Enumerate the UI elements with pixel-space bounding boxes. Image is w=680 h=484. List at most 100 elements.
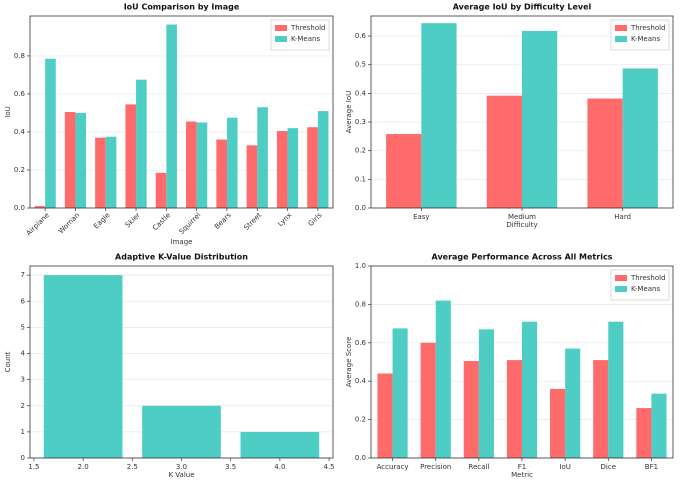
x-tick-label: BF1 [645, 463, 658, 471]
y-tick-label: 7 [21, 271, 25, 279]
plot-frame [370, 15, 674, 209]
y-tick-label: 0.2 [355, 147, 366, 155]
legend-label: K-Means [291, 35, 320, 43]
bar [136, 79, 147, 208]
bar [276, 131, 288, 208]
plot-frame [29, 265, 334, 459]
x-tick-label: Skier [124, 211, 142, 229]
bar [435, 300, 451, 458]
chart-title: Average IoU by Difficulty Level [453, 3, 592, 12]
bar [317, 111, 329, 208]
legend-label: K-Means [631, 285, 660, 293]
bar [377, 373, 393, 458]
x-axis-label: K Value [168, 471, 194, 479]
bar [651, 393, 667, 458]
x-tick-label: Lynx [276, 211, 293, 228]
x-tick-label: Easy [413, 213, 430, 221]
x-tick-label: 4.5 [323, 463, 334, 471]
x-tick-label: Hard [614, 213, 631, 221]
bar [478, 329, 494, 458]
bar [420, 342, 436, 458]
legend-swatch [615, 36, 627, 42]
x-axis-label: Image [171, 238, 193, 246]
y-tick-label: 0.0 [14, 204, 25, 212]
bar [142, 405, 221, 458]
y-tick-label: 0.0 [355, 204, 366, 212]
bar [246, 145, 258, 208]
legend-swatch [615, 286, 627, 292]
x-tick-label: 3.0 [176, 463, 187, 471]
x-tick-label: Recall [468, 463, 489, 471]
x-tick-label: Girls [307, 211, 324, 228]
y-tick-label: 5 [21, 323, 25, 331]
y-tick-label: 1.0 [355, 262, 366, 270]
bar [636, 408, 652, 458]
bar [34, 206, 46, 208]
bar [421, 23, 457, 208]
y-axis-label: Average IoU [345, 91, 353, 133]
bar [307, 127, 318, 208]
legend-swatch [615, 25, 627, 31]
bar [565, 348, 581, 458]
chart-title: Adaptive K-Value Distribution [115, 253, 248, 262]
y-tick-label: 4 [21, 350, 26, 358]
bar [196, 122, 208, 208]
bar [216, 139, 227, 208]
bar [622, 68, 658, 208]
y-tick-label: 0.6 [14, 90, 26, 98]
y-tick-label: 0.5 [355, 61, 366, 69]
legend-label: K-Means [631, 35, 660, 43]
bar [155, 172, 167, 208]
y-tick-label: 0.4 [14, 128, 26, 136]
bar [166, 24, 177, 208]
y-tick-label: 0 [21, 454, 25, 462]
x-tick-label: Medium [508, 213, 536, 221]
bar [43, 275, 123, 458]
bar [226, 117, 238, 208]
y-tick-label: 0.4 [355, 377, 367, 385]
bar [287, 128, 299, 208]
plot-frame [29, 15, 334, 209]
y-axis-label: Count [4, 351, 12, 372]
x-tick-label: 2.0 [78, 463, 89, 471]
x-tick-label: Eagle [92, 211, 111, 230]
chart-title: IoU Comparison by Image [124, 3, 240, 12]
bar [608, 321, 624, 458]
y-tick-label: 0.1 [355, 175, 366, 183]
y-tick-label: 0.6 [355, 32, 367, 40]
bar [587, 98, 623, 208]
legend-label: Threshold [290, 24, 326, 32]
bar [386, 134, 422, 208]
legend-swatch [275, 25, 287, 31]
y-tick-label: 0.8 [14, 52, 25, 60]
y-tick-label: 0.2 [14, 166, 25, 174]
x-axis-label: Metric [511, 471, 533, 479]
bar [125, 104, 137, 208]
bar [95, 137, 106, 208]
y-axis-label: Average Score [345, 337, 353, 388]
x-tick-label: IoU [559, 463, 570, 471]
bar [392, 328, 408, 458]
y-axis-label: IoU [4, 106, 12, 117]
y-tick-label: 2 [21, 402, 25, 410]
x-tick-label: Airplane [25, 211, 51, 237]
y-tick-label: 0.0 [355, 454, 366, 462]
x-axis-label: Difficulty [506, 221, 537, 229]
chart-title: Average Performance Across All Metrics [432, 253, 613, 262]
bar [522, 321, 538, 458]
y-tick-label: 6 [21, 297, 26, 305]
x-tick-label: 1.5 [28, 463, 39, 471]
x-tick-label: F1 [518, 463, 526, 471]
x-tick-label: Dice [601, 463, 617, 471]
bar [105, 136, 117, 208]
y-tick-label: 0.6 [355, 339, 367, 347]
y-tick-label: 0.3 [355, 118, 366, 126]
bar [506, 360, 522, 458]
y-tick-label: 0.2 [355, 416, 366, 424]
x-tick-label: 3.5 [225, 463, 236, 471]
x-tick-label: Squirrel [178, 211, 203, 236]
x-tick-label: Accuracy [377, 463, 409, 471]
y-tick-label: 0.8 [355, 300, 366, 308]
legend-swatch [615, 275, 627, 281]
bar [64, 112, 76, 208]
